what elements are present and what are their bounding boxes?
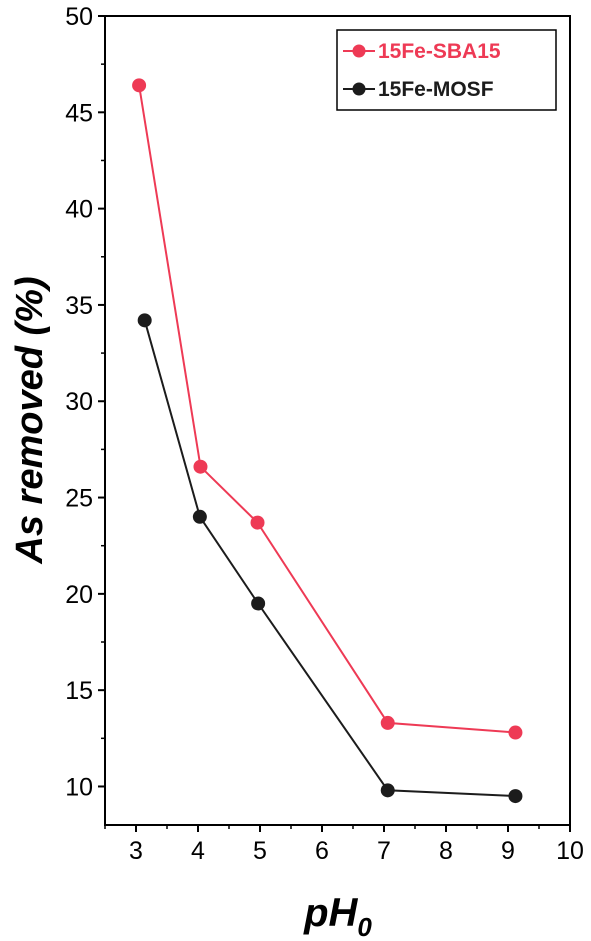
data-point-15fe-mosf	[251, 596, 266, 611]
x-tick-label: 9	[501, 837, 515, 865]
data-point-15fe-sba15	[132, 78, 147, 93]
legend-box	[336, 29, 557, 111]
y-tick-label: 35	[65, 292, 93, 320]
x-tick-label: 7	[377, 837, 391, 865]
data-point-15fe-sba15	[193, 459, 208, 474]
x-tick-label: 5	[253, 837, 267, 865]
x-axis-title-main: pH	[303, 891, 358, 935]
x-tick-label: 6	[315, 837, 329, 865]
x-axis-title: pH0	[303, 891, 372, 941]
x-tick-label: 10	[556, 837, 584, 865]
data-point-15fe-mosf	[508, 789, 523, 804]
legend-label-15fe-sba15: 15Fe-SBA15	[378, 40, 501, 63]
x-tick-label: 8	[439, 837, 453, 865]
series-layer	[132, 78, 523, 804]
data-point-15fe-sba15	[250, 515, 265, 530]
x-axis-ticks: 3 4 5 6 7 8 9 10	[104, 825, 584, 865]
x-tick-label: 3	[129, 837, 143, 865]
plot-frame	[104, 15, 571, 826]
y-tick-label: 25	[65, 485, 93, 513]
y-tick-label: 10	[65, 773, 93, 801]
data-point-15fe-sba15	[508, 725, 523, 740]
data-point-15fe-mosf	[137, 313, 152, 328]
data-point-15fe-sba15	[380, 715, 395, 730]
y-tick-label: 40	[65, 196, 93, 224]
data-point-15fe-mosf	[192, 509, 207, 524]
x-tick-label: 4	[191, 837, 205, 865]
y-tick-label: 15	[65, 677, 93, 705]
x-axis-title-subscript: 0	[357, 912, 372, 941]
series-line-15fe-sba15	[138, 85, 516, 734]
legend-label-15fe-mosf: 15Fe-MOSF	[378, 78, 494, 101]
series-line-15fe-mosf	[143, 320, 516, 798]
legend: 15Fe-SBA15 15Fe-MOSF	[336, 29, 557, 111]
y-tick-label: 50	[65, 3, 93, 31]
legend-marker-15fe-mosf	[352, 82, 366, 96]
y-axis-title: As removed (%)	[9, 276, 51, 564]
y-axis-ticks: 10 15 20 25 30 35 40 45 50	[65, 3, 105, 801]
y-tick-label: 30	[65, 388, 93, 416]
y-tick-label: 20	[65, 581, 93, 609]
data-point-15fe-mosf	[380, 783, 395, 798]
y-tick-label: 45	[65, 99, 93, 127]
legend-marker-15fe-sba15	[352, 44, 366, 58]
